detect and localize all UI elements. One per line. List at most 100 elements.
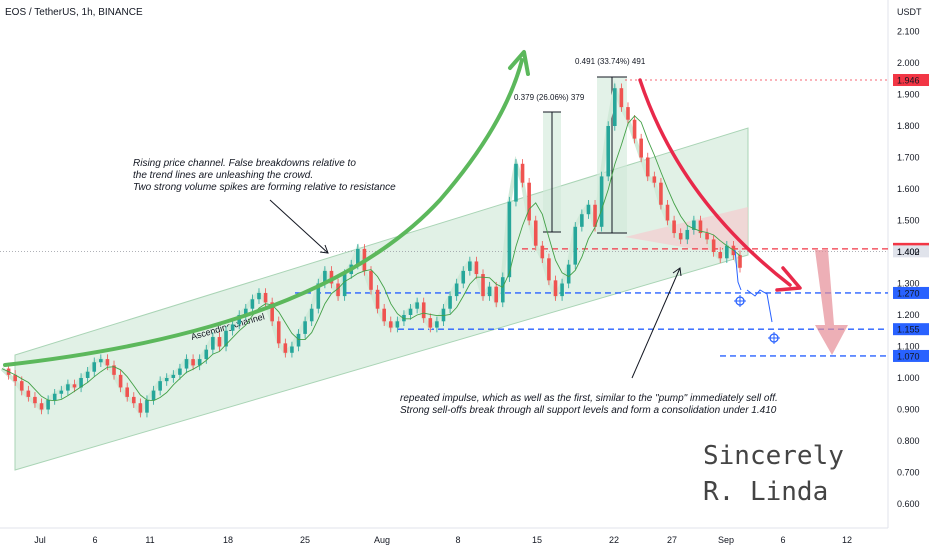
candle-body xyxy=(46,400,50,410)
price-label: 1.402 xyxy=(897,247,920,257)
candle-body xyxy=(428,318,433,328)
candle-body xyxy=(573,226,578,265)
price-label: 1.270 xyxy=(897,288,920,298)
x-tick-label: 25 xyxy=(300,535,310,545)
candle-body xyxy=(692,220,696,230)
y-tick-label: 1.600 xyxy=(897,184,920,194)
impulse-note-line-1: repeated impulse, which as well as the f… xyxy=(400,393,778,404)
note-arrow-channel-head xyxy=(319,244,329,254)
candle-body xyxy=(197,359,202,366)
candle-body xyxy=(672,220,676,234)
candle-body xyxy=(191,359,195,366)
candle-body xyxy=(171,374,176,378)
candle-body xyxy=(593,204,597,227)
trend-arrow-green[interactable] xyxy=(3,58,524,367)
candle-body xyxy=(408,308,413,315)
candle-body xyxy=(481,274,485,297)
candle-body xyxy=(336,283,340,297)
y-tick-label: 0.900 xyxy=(897,405,920,415)
x-tick-label: 18 xyxy=(223,535,233,545)
target-marker-1[interactable] xyxy=(734,295,746,307)
candle-body xyxy=(527,182,531,221)
candle-body xyxy=(698,220,703,234)
candle-body xyxy=(296,333,301,347)
candle-body xyxy=(105,359,110,366)
trend-arrow-red-head xyxy=(775,266,802,292)
y-tick-label: 1.700 xyxy=(897,153,920,163)
candle-body xyxy=(547,258,551,281)
candle-body xyxy=(19,381,24,391)
x-tick-label: 6 xyxy=(92,535,97,545)
candle-body xyxy=(145,400,149,413)
candle-body xyxy=(263,292,268,303)
price-label-box xyxy=(893,349,929,362)
candle-body xyxy=(316,283,321,309)
price-series xyxy=(0,80,742,418)
candle-body xyxy=(217,337,222,347)
candle-body xyxy=(85,371,90,378)
candle-body xyxy=(382,308,386,322)
target-arrow-pink[interactable] xyxy=(815,250,848,355)
candle-body xyxy=(626,107,630,120)
candle-body xyxy=(725,245,729,259)
candle-body xyxy=(99,359,103,363)
candle-body xyxy=(613,88,617,126)
x-tick-label: Sep xyxy=(718,535,734,545)
candle-body xyxy=(369,270,373,290)
channel-note: Rising price channel. False breakdowns r… xyxy=(133,158,396,193)
y-tick-label: 0.800 xyxy=(897,436,920,446)
target-marker-2[interactable] xyxy=(768,332,780,344)
y-tick-label: 1.300 xyxy=(897,279,920,289)
candle-body xyxy=(158,381,162,391)
y-tick-label: 1.900 xyxy=(897,90,920,100)
price-label: 1.155 xyxy=(897,325,920,335)
candle-body xyxy=(224,330,228,347)
candle-body xyxy=(395,321,400,328)
candle-body xyxy=(500,277,505,303)
candle-body xyxy=(639,138,643,158)
trend-arrow-red[interactable] xyxy=(638,78,792,287)
x-tick-label: 15 xyxy=(532,535,542,545)
impulse-note-line-2: Strong sell-offs break through all suppo… xyxy=(400,405,777,416)
price-label-box xyxy=(893,74,929,87)
note-arrow-impulse-head xyxy=(672,267,682,277)
candle-body xyxy=(356,248,360,265)
x-tick-label: 11 xyxy=(145,535,154,545)
price-label-box xyxy=(893,245,929,258)
candle-body xyxy=(92,362,97,372)
trend-arrow-green-head xyxy=(508,50,530,76)
y-tick-label: 2.100 xyxy=(897,27,920,37)
y-tick-label: 2.000 xyxy=(897,58,920,68)
channel-note-line-2: the trend lines are unleashing the crowd… xyxy=(133,170,313,181)
candle-body xyxy=(560,283,564,297)
candle-body xyxy=(309,308,314,322)
y-tick-label: 0.700 xyxy=(897,468,920,478)
note-arrow-channel xyxy=(269,199,329,254)
candle-body xyxy=(487,286,492,297)
candle-body xyxy=(204,349,209,360)
x-tick-label: 12 xyxy=(842,535,852,545)
projection-path-2 xyxy=(746,289,773,323)
candle-body xyxy=(250,299,255,309)
candle-body xyxy=(580,214,584,227)
candle-body xyxy=(705,233,709,240)
y-tick-label: 0.600 xyxy=(897,499,920,509)
candle-body xyxy=(257,292,261,300)
y-tick-label: 1.500 xyxy=(897,216,920,226)
candle-body xyxy=(237,315,242,325)
candle-body xyxy=(26,390,31,397)
ascending-channel[interactable] xyxy=(14,127,749,471)
candle-body xyxy=(151,390,156,401)
candle-body xyxy=(164,378,169,382)
note-arrow-impulse xyxy=(631,267,681,379)
x-tick-label: Jul xyxy=(34,535,46,545)
price-axis: 2.100 2.000 1.900 1.800 1.700 1.600 1.500 1.400… xyxy=(897,27,920,510)
candle-body xyxy=(520,163,525,183)
candle-body xyxy=(435,321,439,328)
price-label-box xyxy=(893,286,929,299)
candle-body xyxy=(718,252,723,259)
candle-body xyxy=(421,302,426,319)
price-label-box xyxy=(893,323,929,336)
